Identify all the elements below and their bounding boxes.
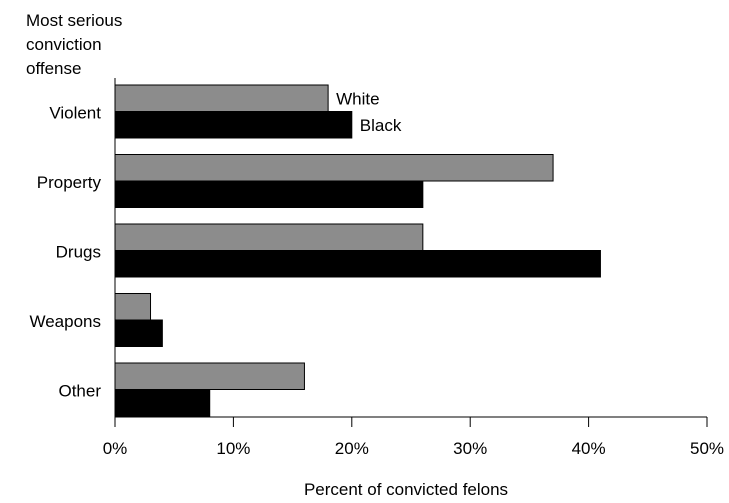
x-tick-label: 50% — [690, 439, 724, 458]
x-tick-label: 10% — [216, 439, 250, 458]
category-label-other: Other — [58, 382, 101, 401]
x-tick-label: 20% — [335, 439, 369, 458]
bar-property-white — [114, 154, 554, 182]
x-tick-label: 30% — [453, 439, 487, 458]
category-label-property: Property — [37, 173, 102, 192]
series-label-black: Black — [360, 116, 402, 135]
bar-drugs-white — [114, 223, 424, 251]
x-tick-label: 40% — [572, 439, 606, 458]
bar-property-black — [114, 180, 424, 208]
x-axis-title: Percent of convicted felons — [303, 480, 509, 499]
x-tick-label: 0% — [103, 439, 128, 458]
category-label-violent: Violent — [49, 104, 101, 123]
bar-other-white — [114, 362, 305, 390]
y-axis-title: Most serious conviction offense — [26, 11, 123, 78]
bar-drugs-black — [114, 250, 601, 278]
bar-weapons-white — [114, 293, 152, 321]
bar-violent-white — [114, 84, 329, 112]
series-label-white: White — [336, 89, 379, 108]
bar-violent-black — [114, 111, 353, 139]
category-label-weapons: Weapons — [29, 312, 101, 331]
bar-weapons-black — [114, 319, 163, 347]
category-label-drugs: Drugs — [56, 243, 101, 262]
bar-other-black — [114, 389, 211, 417]
